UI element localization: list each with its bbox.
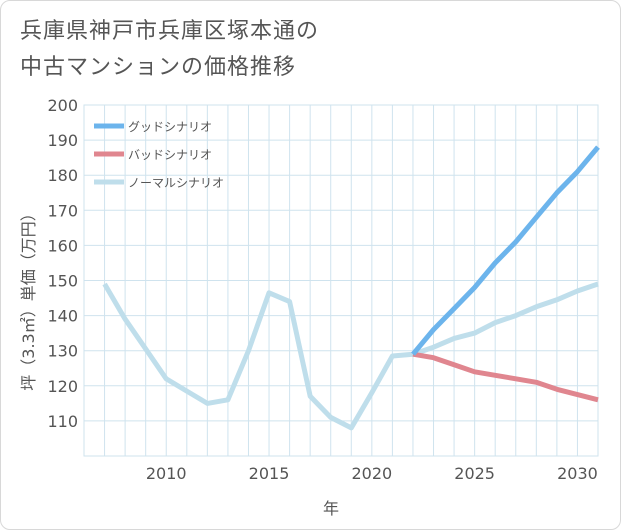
y-tick-label: 120 xyxy=(47,377,78,396)
chart-title-line-1: 兵庫県神戸市兵庫区塚本通の xyxy=(20,19,320,44)
y-tick-label: 190 xyxy=(47,131,78,150)
y-axis-title: 坪（3.3㎡）単価（万円） xyxy=(19,205,38,390)
y-tick-label: 170 xyxy=(47,201,78,220)
y-tick-labels: 110 120 130 140 150 160 170 180 190 200 xyxy=(47,96,78,431)
series-line-good xyxy=(411,145,600,356)
chart-title: 兵庫県神戸市兵庫区塚本通の 中古マンションの価格推移 xyxy=(20,14,580,86)
series-line-bad xyxy=(412,351,599,403)
legend-label-good: グッドシナリオ xyxy=(128,120,212,134)
y-tick-label: 150 xyxy=(47,272,78,291)
x-tick-label: 2025 xyxy=(454,464,495,483)
x-tick-labels: 2010 2015 2020 2025 2030 xyxy=(146,464,598,483)
y-tick-label: 180 xyxy=(47,166,78,185)
x-tick-label: 2030 xyxy=(557,464,598,483)
y-tick-label: 160 xyxy=(47,236,78,255)
series-line-normal xyxy=(102,281,599,431)
chart-title-line-2: 中古マンションの価格推移 xyxy=(20,55,297,80)
x-tick-label: 2015 xyxy=(249,464,290,483)
series-lines xyxy=(102,145,600,431)
x-tick-label: 2010 xyxy=(146,464,187,483)
y-tick-label: 110 xyxy=(47,412,78,431)
gridlines xyxy=(84,105,598,456)
legend-label-bad: バッドシナリオ xyxy=(128,148,212,162)
x-tick-label: 2020 xyxy=(351,464,392,483)
y-tick-label: 140 xyxy=(47,307,78,326)
x-axis-title: 年 xyxy=(323,499,339,518)
y-tick-label: 130 xyxy=(47,342,78,361)
y-tick-label: 200 xyxy=(47,96,78,115)
legend-label-normal: ノーマルシナリオ xyxy=(128,176,224,190)
